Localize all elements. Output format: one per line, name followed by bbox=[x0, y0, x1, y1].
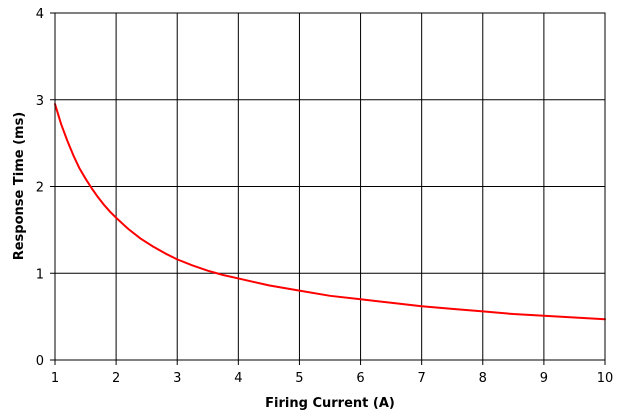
x-tick-label: 10 bbox=[597, 371, 614, 386]
x-tick-label: 2 bbox=[112, 371, 120, 386]
x-tick-label: 5 bbox=[295, 371, 303, 386]
x-tick-label: 1 bbox=[51, 371, 59, 386]
series-layer bbox=[54, 103, 606, 321]
y-tick-label: 1 bbox=[36, 267, 44, 282]
x-tick-label: 3 bbox=[173, 371, 181, 386]
x-tick-label: 7 bbox=[418, 371, 426, 386]
grid-lines bbox=[55, 13, 605, 360]
x-tick-label: 4 bbox=[234, 371, 242, 386]
y-tick-label: 4 bbox=[36, 7, 44, 22]
x-axis-title: Firing Current (A) bbox=[265, 396, 395, 411]
y-tick-label: 2 bbox=[36, 181, 44, 196]
x-tick-label: 8 bbox=[479, 371, 487, 386]
y-tick-label: 3 bbox=[36, 94, 44, 109]
x-tick-label: 6 bbox=[356, 371, 364, 386]
y-axis-title: Response Time (ms) bbox=[12, 112, 27, 261]
y-axis-ticks: 0 1 2 3 4 bbox=[36, 7, 55, 369]
y-tick-label: 0 bbox=[36, 354, 44, 369]
series-line bbox=[54, 103, 606, 321]
x-tick-label: 9 bbox=[540, 371, 548, 386]
x-axis-ticks: 1 2 3 4 5 6 7 8 9 10 bbox=[51, 360, 613, 386]
